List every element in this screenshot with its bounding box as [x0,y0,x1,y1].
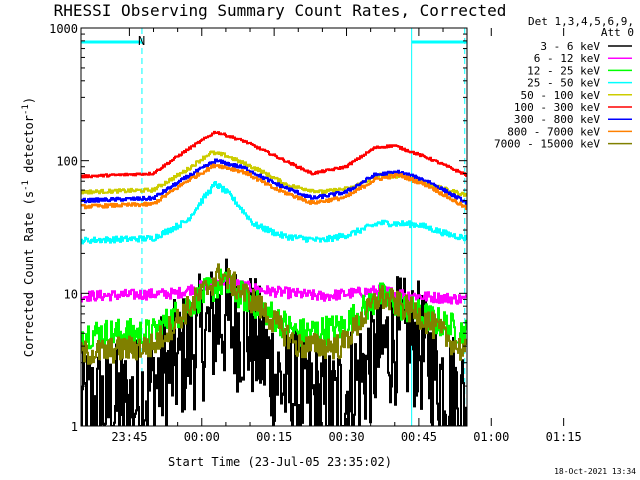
legend-label: 300 - 800 keV [514,113,600,126]
x-tick-label: 01:15 [546,430,582,444]
legend-label: 7000 - 15000 keV [494,138,600,151]
series-line-7 [81,163,467,210]
x-tick-label: 00:00 [184,430,220,444]
x-tick-label: 00:45 [401,430,437,444]
legend-header-line: Det 1,3,4,5,6,9, [528,15,634,28]
y-axis-label: Corrected Count Rate (s-1 detector-1) [21,97,36,357]
legend-label: 800 - 7000 keV [507,125,600,138]
y-tick-label: 10 [64,287,78,301]
x-tick-label: 23:45 [111,430,147,444]
y-axis-ticks: 1 10 100 1000 [49,22,467,434]
x-axis-ticks: 23:45 00:00 00:15 00:30 00:45 01:00 01:15 [80,28,582,444]
legend-label: 25 - 50 keV [527,77,600,90]
x-tick-label: 00:15 [256,430,292,444]
series-layer [81,130,467,426]
legend-label: 100 - 300 keV [514,101,600,114]
footer-timestamp: 18-Oct-2021 13:34 [554,467,636,476]
legend-header: Det 1,3,4,5,6,9,Att 0 [528,15,634,39]
y-tick-label: 100 [56,155,78,169]
series-line-1 [81,276,467,305]
y-tick-label: 1000 [49,22,78,36]
y-axis-label-exp2: -1 [21,104,31,115]
y-axis-label-close: ) [22,97,36,104]
legend-label: 12 - 25 keV [527,64,600,77]
legend-label: 3 - 6 keV [540,40,600,53]
legend-label: 6 - 12 keV [534,52,601,65]
plot-area [81,28,467,426]
legend-header-line: Att 0 [601,26,634,39]
y-axis-label-main: Corrected Count Rate (s [22,191,36,357]
x-tick-label: 01:00 [473,430,509,444]
annotation-label: N [138,34,145,48]
x-tick-label: 00:30 [328,430,364,444]
x-axis-label: Start Time (23-Jul-05 23:35:02) [168,455,392,469]
chart-title: RHESSI Observing Summary Count Rates, Co… [54,1,507,20]
series-line-3 [81,181,467,245]
y-tick-label: 1 [71,420,78,434]
series-line-8 [81,263,467,365]
y-axis-label-exp1: -1 [21,180,31,191]
y-axis-label-detector: detector [22,115,36,180]
series-line-5 [81,130,467,179]
series-line-6 [81,158,467,206]
legend-label: 50 - 100 keV [521,89,601,102]
